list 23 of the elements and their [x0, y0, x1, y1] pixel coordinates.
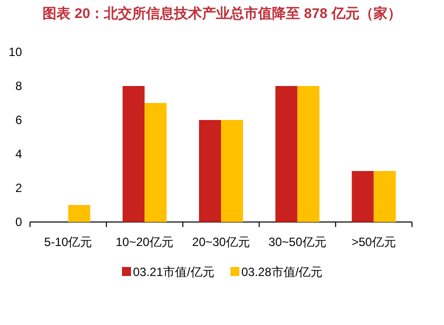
bar [352, 171, 374, 222]
bar [275, 86, 298, 222]
x-tick-label: 5-10亿元 [44, 235, 92, 249]
chart-title: 图表 20：北交所信息技术产业总市值降至 878 亿元（家） [42, 5, 402, 21]
bar [374, 171, 396, 222]
bar [297, 86, 320, 222]
bar [144, 103, 167, 222]
x-tick-label: 10~20亿元 [116, 235, 174, 249]
y-tick-label: 0 [15, 215, 22, 229]
x-tick-label: >50亿元 [352, 235, 396, 249]
legend-label: 03.28市值/亿元 [241, 265, 323, 279]
y-tick-label: 2 [15, 181, 22, 195]
bar [122, 86, 145, 222]
x-tick-label: 20~30亿元 [192, 235, 250, 249]
bar [199, 120, 221, 222]
y-tick-label: 6 [15, 113, 22, 127]
y-tick-label: 4 [15, 147, 22, 161]
bar [221, 120, 243, 222]
x-tick-label: 30~50亿元 [268, 235, 326, 249]
y-tick-label: 10 [8, 45, 22, 59]
legend-label: 03.21市值/亿元 [133, 265, 214, 279]
bar [68, 205, 90, 222]
y-tick-label: 8 [15, 79, 22, 93]
